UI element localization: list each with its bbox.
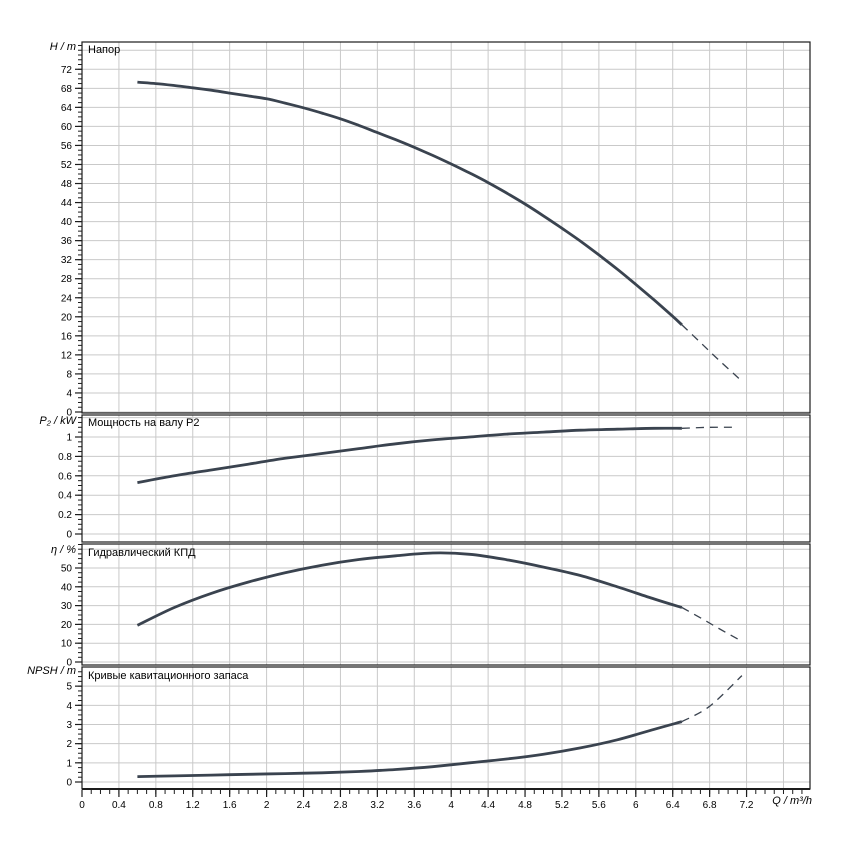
npsh-curve-extrapolated bbox=[681, 675, 743, 723]
y-tick-label: 50 bbox=[61, 564, 73, 575]
x-tick-label: 3.6 bbox=[407, 800, 421, 811]
y-tick-label: 0.2 bbox=[58, 510, 72, 521]
x-tick-label: 7.2 bbox=[740, 800, 754, 811]
y-tick-label: 56 bbox=[61, 141, 73, 152]
npsh-curve bbox=[137, 720, 683, 778]
y-tick-label: 48 bbox=[61, 179, 73, 190]
grid-layer bbox=[82, 42, 810, 789]
y-tick-label: 24 bbox=[61, 293, 73, 304]
efficiency-axis-unit: η / % bbox=[50, 544, 76, 556]
y-tick-label: 0.6 bbox=[58, 471, 72, 482]
x-tick-label: 6.4 bbox=[666, 800, 680, 811]
x-tick-label: 6 bbox=[633, 800, 639, 811]
y-tick-label: 10 bbox=[61, 639, 73, 650]
y-tick-label: 0.4 bbox=[58, 491, 72, 502]
y-tick-label: 16 bbox=[61, 331, 73, 342]
x-tick-label: 2.4 bbox=[297, 800, 311, 811]
y-tick-label: 0 bbox=[66, 408, 72, 419]
x-tick-label: 2.8 bbox=[333, 800, 347, 811]
y-tick-label: 40 bbox=[61, 582, 73, 593]
y-tick-label: 32 bbox=[61, 255, 73, 266]
x-tick-label: 0.4 bbox=[112, 800, 126, 811]
shaft-power-curve bbox=[137, 426, 682, 484]
y-tick-label: 4 bbox=[66, 701, 72, 712]
y-tick-label: 1 bbox=[66, 758, 72, 769]
axis-layer bbox=[75, 41, 811, 797]
power-axis-unit: P₂ / kW bbox=[39, 415, 76, 427]
y-tick-label: 0 bbox=[66, 658, 72, 669]
x-tick-label: 0.8 bbox=[149, 800, 163, 811]
shaft-power-curve-extrapolated bbox=[681, 426, 738, 429]
head-curve bbox=[137, 80, 683, 326]
y-tick-label: 5 bbox=[66, 682, 72, 693]
x-tick-label: 2 bbox=[264, 800, 270, 811]
efficiency-curve-extrapolated bbox=[681, 606, 743, 642]
y-tick-label: 8 bbox=[66, 369, 72, 380]
x-tick-label: 4.4 bbox=[481, 800, 495, 811]
y-tick-label: 40 bbox=[61, 217, 73, 228]
x-tick-label: 4 bbox=[448, 800, 454, 811]
y-tick-label: 0.8 bbox=[58, 452, 72, 463]
npsh-panel-title: Кривые кавитационного запаса bbox=[88, 670, 249, 682]
y-tick-label: 12 bbox=[61, 350, 73, 361]
panel-1-border bbox=[81, 41, 811, 414]
y-tick-label: 72 bbox=[61, 65, 73, 76]
y-tick-label: 0 bbox=[66, 778, 72, 789]
tick-label-layer: 0481216202428323640444852566064687200.20… bbox=[58, 65, 754, 811]
y-tick-label: 1 bbox=[66, 433, 72, 444]
head-axis-unit: H / m bbox=[49, 41, 76, 53]
y-tick-label: 44 bbox=[61, 198, 73, 209]
x-tick-label: 0 bbox=[79, 800, 85, 811]
y-tick-label: 52 bbox=[61, 160, 73, 171]
flow-axis-unit: Q / m³/h bbox=[772, 795, 812, 807]
panel-3-border bbox=[81, 543, 811, 666]
x-tick-label: 1.2 bbox=[186, 800, 200, 811]
y-tick-label: 28 bbox=[61, 274, 73, 285]
y-tick-label: 36 bbox=[61, 236, 73, 247]
power-panel-title: Мощность на валу P2 bbox=[88, 417, 200, 429]
efficiency-panel-title: Гидравлический КПД bbox=[88, 547, 196, 559]
y-tick-label: 3 bbox=[66, 720, 72, 731]
y-tick-label: 0 bbox=[66, 530, 72, 541]
y-tick-label: 30 bbox=[61, 601, 73, 612]
panel-2-border bbox=[81, 414, 811, 543]
y-tick-label: 4 bbox=[66, 388, 72, 399]
curve-layer bbox=[136, 80, 743, 778]
x-tick-label: 5.6 bbox=[592, 800, 606, 811]
x-tick-label: 3.2 bbox=[370, 800, 384, 811]
y-tick-label: 64 bbox=[61, 103, 73, 114]
y-tick-label: 68 bbox=[61, 84, 73, 95]
x-tick-label: 6.8 bbox=[703, 800, 717, 811]
x-tick-label: 5.2 bbox=[555, 800, 569, 811]
x-tick-label: 1.6 bbox=[223, 800, 237, 811]
efficiency-curve bbox=[136, 551, 683, 627]
npsh-axis-unit: NPSH / m bbox=[27, 665, 76, 677]
x-tick-label: 4.8 bbox=[518, 800, 532, 811]
head-panel-title: Напор bbox=[88, 44, 121, 56]
y-tick-label: 60 bbox=[61, 122, 73, 133]
y-tick-label: 2 bbox=[66, 739, 72, 750]
y-tick-label: 20 bbox=[61, 312, 73, 323]
y-tick-label: 20 bbox=[61, 620, 73, 631]
